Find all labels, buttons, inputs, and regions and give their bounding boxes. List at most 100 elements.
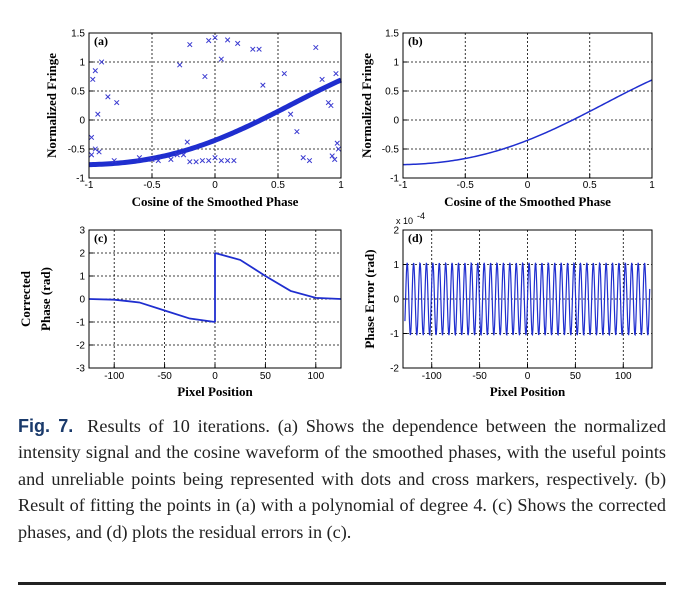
y-tick-label: -1 [390,329,399,340]
y-axis-label: Normalized Fringe [44,53,59,158]
y-tick-label: 0 [393,116,399,127]
cross-marker [332,156,338,163]
y-tick-label: -2 [390,364,399,375]
y-tick-label: 3 [79,226,85,237]
y-axis-label: Normalized Fringe [359,53,374,158]
x-tick-label: 0 [525,371,531,382]
fitted-curve [402,79,653,166]
panel-label: (c) [94,231,107,245]
cross-marker [235,40,241,47]
y-tick-label: -1 [76,318,85,329]
y-tick-label: -3 [76,364,85,375]
y-tick-label: 0.5 [71,87,85,98]
x-axis-label: Cosine of the Smoothed Phase [444,194,611,209]
y-tick-label: 2 [393,226,399,237]
cross-marker [334,140,340,146]
phase-segment [88,298,216,323]
x-tick-label: -0.5 [143,180,161,191]
x-tick-label: 100 [615,371,632,382]
cross-marker [231,157,237,164]
cross-marker [168,156,174,163]
x-tick-label: 0 [525,180,531,191]
figure-number: Fig. 7. [18,416,74,436]
cross-marker [114,99,120,106]
cross-marker [105,94,111,100]
cross-marker [187,41,193,48]
cross-marker [90,76,96,83]
cross-marker [88,134,95,141]
y-tick-label: 0 [393,295,399,306]
cross-marker [206,37,212,44]
figure-panels: -1 -0.5 0 0.5 1 -1 -0.5 0 0.5 1 1.5 (a) Cosine of th… [18,29,655,400]
cross-marker [212,155,218,161]
cross-marker [187,159,193,165]
cross-marker [98,59,105,65]
y-tick-label: 1 [393,58,399,69]
y-tick-label: 0 [79,295,85,306]
x-tick-label: -50 [472,371,487,382]
panel-b: -1 -0.5 0 0.5 1 -1 -0.5 0 0.5 1 1.5 (b) Cosine of th… [359,29,655,210]
cross-marker [177,62,183,68]
x-tick-label: -50 [157,371,172,382]
y-axis-label: Corrected [18,270,33,327]
y-tick-label: -1 [76,174,85,185]
y-tick-label: -2 [76,341,85,352]
cross-marker [281,70,287,77]
x-tick-label: -100 [422,371,442,382]
cross-marker [206,157,212,164]
panel-label: (a) [94,34,108,48]
cross-marker [149,156,155,163]
x-axis-label: Pixel Position [177,384,253,399]
panel-label: (d) [408,231,423,245]
cross-marker [319,76,325,83]
x-tick-label: 50 [260,371,272,382]
cross-marker [313,44,319,51]
cross-marker [250,46,256,52]
x-tick-label: -0.5 [457,180,475,191]
cross-marker [155,157,161,164]
cross-marker [329,153,335,159]
y-multiplier-exponent: -4 [417,211,425,221]
cross-marker [96,149,102,155]
x-tick-label: -100 [104,371,124,382]
cross-marker [202,73,208,80]
x-tick-label: 1 [338,180,344,191]
cross-marker [287,111,294,117]
x-tick-label: -1 [399,180,408,191]
panel-c: -100 -50 0 50 100 -3 -2 -1 0 1 2 3 (c) Pixel Position… [18,226,342,399]
x-tick-label: 0 [212,180,218,191]
y-tick-label: 1 [393,260,399,271]
cross-marker [294,128,300,135]
cross-marker [174,152,180,158]
plot-frame [402,229,653,369]
y-axis-label: Phase Error (rad) [362,249,377,348]
cross-marker [180,152,187,158]
x-tick-label: -1 [85,180,94,191]
figure-caption: Fig. 7. Results of 10 iterations. (a) Sho… [18,413,666,545]
y-tick-label: -1 [390,174,399,185]
cross-marker [328,102,334,109]
plot-frame [88,32,342,179]
panel-d: -100 -50 0 50 100 -2 -1 0 1 2x 10 -4 (d) Pixel Posit… [362,211,653,399]
y-tick-label: -0.5 [68,145,86,156]
cross-marker [306,157,313,164]
x-tick-label: 0.5 [271,180,285,191]
cross-marker [199,157,206,164]
y-tick-label: 0.5 [385,87,399,98]
y-tick-label: 1 [79,58,85,69]
error-oscillation [404,262,651,336]
cross-marker [88,152,95,158]
panel-label: (b) [408,34,423,48]
phase-segment [214,252,342,300]
x-tick-label: 1 [649,180,655,191]
cross-marker [193,159,199,165]
y-axis-label: Phase (rad) [38,267,53,331]
y-tick-label: -0.5 [382,145,400,156]
x-tick-label: 0 [212,371,218,382]
cross-marker [92,146,98,152]
cross-marker [218,56,224,62]
panel-a: -1 -0.5 0 0.5 1 -1 -0.5 0 0.5 1 1.5 (a) Cosine of th… [44,29,344,210]
cross-marker [260,82,266,88]
plot-frame [402,32,653,179]
x-axis-label: Cosine of the Smoothed Phase [132,194,299,209]
